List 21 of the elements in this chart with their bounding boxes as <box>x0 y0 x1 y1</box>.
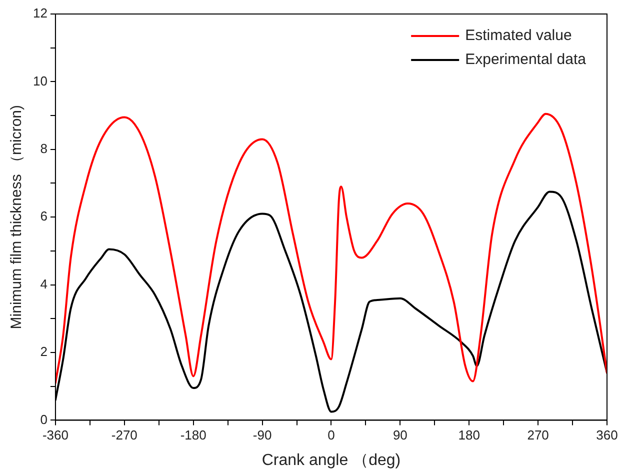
x-tick-label: -180 <box>180 428 206 443</box>
y-axis-title: Minimum film thickness （micron) <box>8 105 26 330</box>
y-tick-label: 0 <box>40 412 48 427</box>
x-tick-label: 270 <box>527 428 549 443</box>
x-axis-title: Crank angle （deg) <box>262 452 401 469</box>
y-tick-label: 4 <box>40 276 48 292</box>
y-tick-label: 12 <box>32 6 48 21</box>
x-tick-label: 0 <box>328 428 335 443</box>
legend-label: Estimated value <box>465 27 572 44</box>
y-tick-label: 8 <box>40 140 48 156</box>
line-series <box>55 112 607 384</box>
x-tick-label: -90 <box>252 428 272 443</box>
x-tick-label: 360 <box>596 428 618 443</box>
y-tick-label: 6 <box>40 208 48 224</box>
y-tick-label: 2 <box>40 344 48 360</box>
x-tick-label: -270 <box>111 428 138 443</box>
legend-label: Experimental data <box>465 51 587 68</box>
x-tick-label: 90 <box>392 428 408 443</box>
x-tick-label: 180 <box>458 428 480 443</box>
x-tick-label: -360 <box>42 428 68 443</box>
y-tick-label: 10 <box>32 73 48 88</box>
